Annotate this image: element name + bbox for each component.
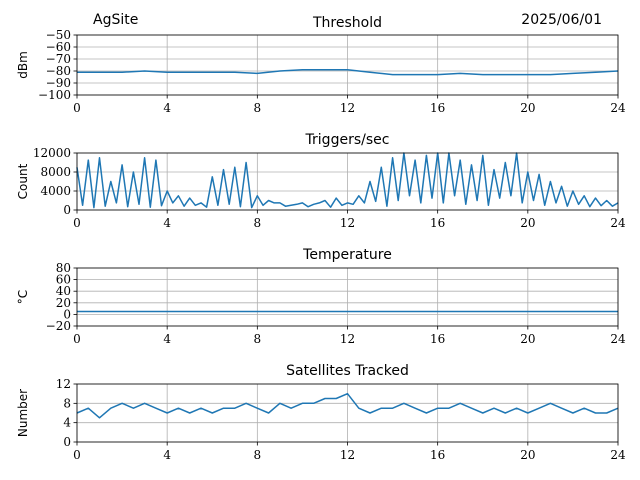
x-tick-label: 4 xyxy=(163,332,171,346)
y-tick-label: 4000 xyxy=(40,184,71,198)
x-tick-label: 20 xyxy=(520,448,535,462)
x-tick-label: 8 xyxy=(254,101,262,115)
series-line xyxy=(77,69,619,76)
report-date: 2025/06/01 xyxy=(521,12,602,28)
x-tick-label: 0 xyxy=(73,332,81,346)
x-tick-label: 12 xyxy=(340,332,355,346)
x-tick-label: 24 xyxy=(610,448,626,462)
x-tick-label: 20 xyxy=(520,101,535,115)
series-line xyxy=(76,152,619,209)
x-tick-label: 0 xyxy=(73,448,81,462)
y-tick-label: −20 xyxy=(46,319,71,333)
plot-title: Triggers/sec xyxy=(305,132,390,148)
y-tick-label: 0 xyxy=(63,203,71,217)
y-axis-label: °C xyxy=(16,290,30,304)
x-tick-label: 12 xyxy=(340,448,355,462)
y-tick-label: −50 xyxy=(46,28,71,42)
y-axis-label: Number xyxy=(16,389,30,437)
x-tick-label: 16 xyxy=(430,332,445,346)
x-tick-label: 8 xyxy=(254,332,262,346)
y-tick-label: 60 xyxy=(56,273,71,287)
x-tick-label: 12 xyxy=(340,101,355,115)
y-tick-label: 80 xyxy=(56,261,71,275)
x-tick-label: 4 xyxy=(163,448,171,462)
y-tick-label: 8 xyxy=(63,396,71,410)
y-tick-label: 0 xyxy=(63,435,71,449)
y-tick-label: 8000 xyxy=(40,165,71,179)
series-line xyxy=(76,392,619,419)
y-tick-label: −70 xyxy=(46,52,71,66)
plot-title: Temperature xyxy=(302,247,392,263)
y-tick-label: −100 xyxy=(38,88,71,102)
x-tick-label: 4 xyxy=(163,101,171,115)
y-axis-label: Count xyxy=(16,163,30,199)
x-tick-label: 4 xyxy=(163,216,171,230)
x-tick-label: 24 xyxy=(610,332,626,346)
x-tick-label: 16 xyxy=(430,448,445,462)
y-tick-label: 4 xyxy=(63,416,71,430)
x-tick-label: 16 xyxy=(430,101,445,115)
x-tick-label: 20 xyxy=(520,332,535,346)
y-axis-label: dBm xyxy=(16,51,30,79)
y-tick-label: 20 xyxy=(56,296,71,310)
site-name: AgSite xyxy=(93,12,139,28)
plot-title: Threshold xyxy=(312,15,382,31)
plot-title: Satellites Tracked xyxy=(286,363,409,379)
x-tick-label: 20 xyxy=(520,216,535,230)
x-tick-label: 8 xyxy=(254,448,262,462)
x-tick-label: 24 xyxy=(610,216,626,230)
y-tick-label: −90 xyxy=(46,76,71,90)
x-tick-label: 8 xyxy=(254,216,262,230)
x-tick-label: 24 xyxy=(610,101,626,115)
y-tick-label: −80 xyxy=(46,64,71,78)
x-tick-label: 12 xyxy=(340,216,355,230)
y-tick-label: 40 xyxy=(56,284,71,298)
x-tick-label: 0 xyxy=(73,101,81,115)
x-tick-label: 16 xyxy=(430,216,445,230)
x-tick-label: 0 xyxy=(73,216,81,230)
y-tick-label: 12000 xyxy=(33,146,71,160)
y-tick-label: 0 xyxy=(63,307,71,321)
y-tick-label: −60 xyxy=(46,40,71,54)
y-tick-label: 12 xyxy=(56,377,71,391)
